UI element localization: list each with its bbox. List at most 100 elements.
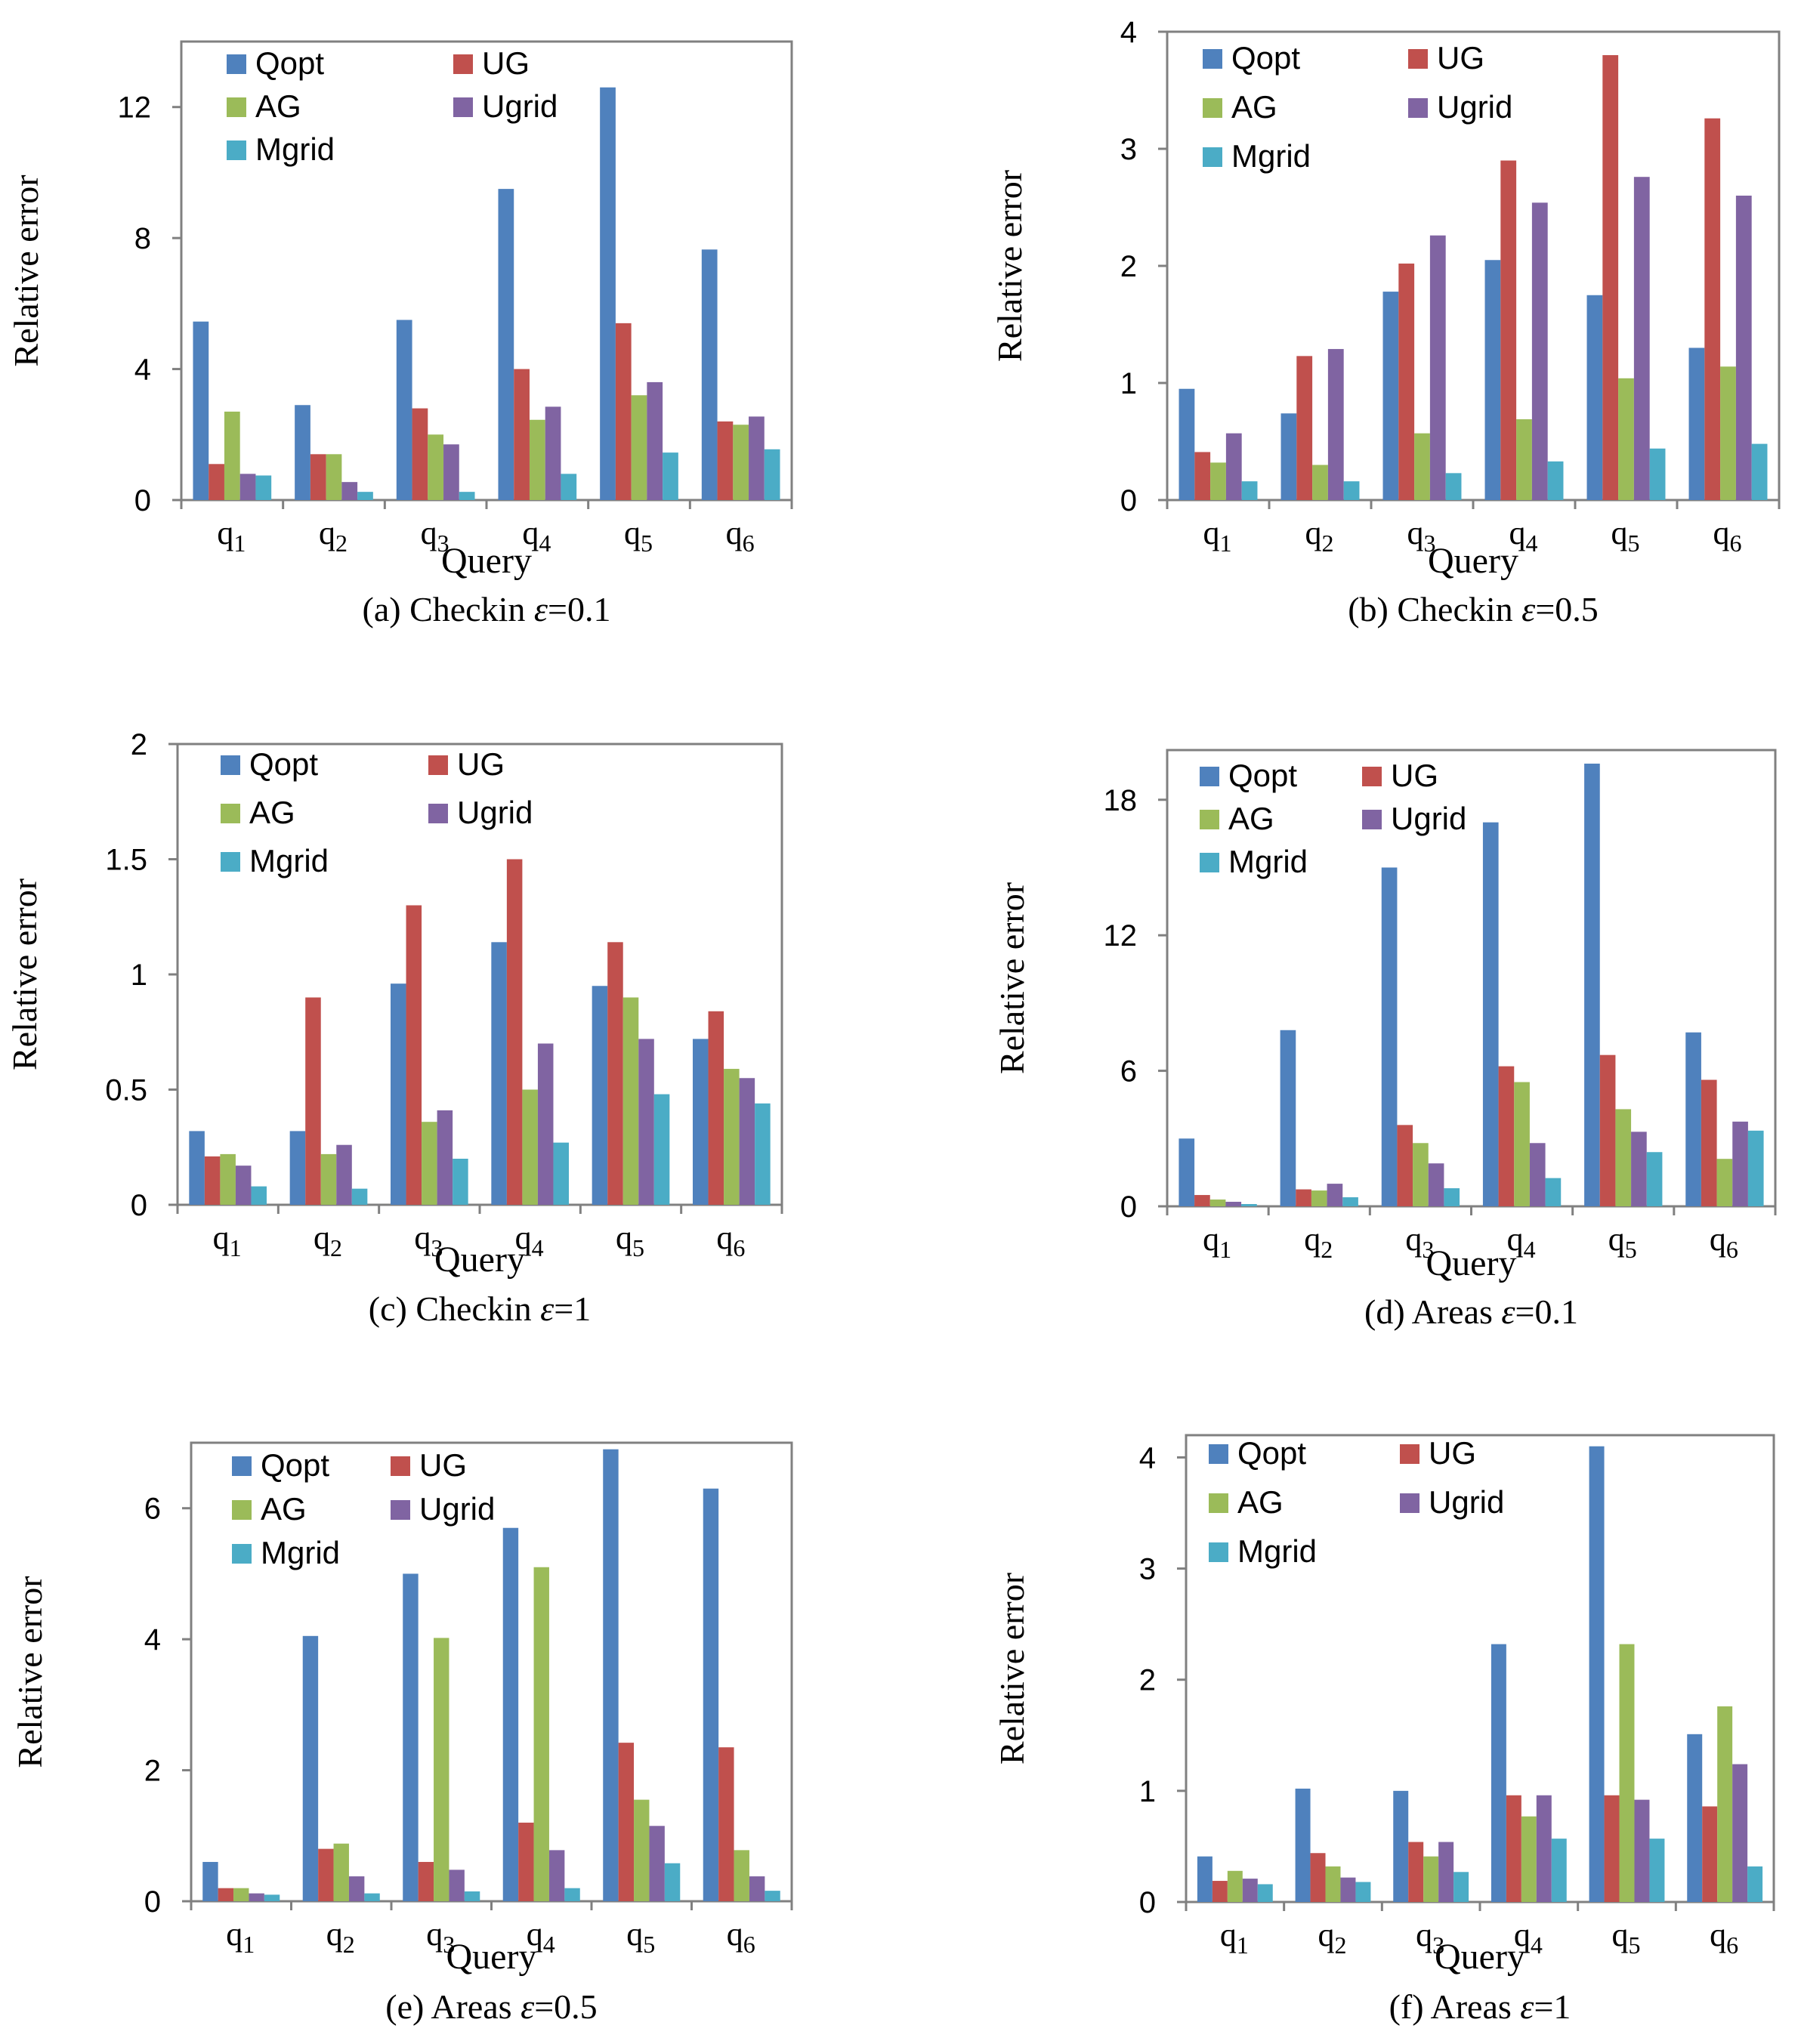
bar-mgrid-q4 — [1551, 1839, 1567, 1902]
bar-ag-q4 — [1521, 1816, 1537, 1902]
bar-qopt-q6 — [1687, 1734, 1703, 1902]
y-tick-label: 8 — [134, 222, 151, 255]
bar-ug-q6 — [708, 1011, 724, 1205]
y-tick-label: 6 — [144, 1493, 161, 1526]
y-axis-title: Relative error — [5, 878, 44, 1070]
legend: Qopt UG AG Ugrid Mgrid — [232, 1447, 495, 1570]
legend-label-qopt: Qopt — [1231, 40, 1300, 76]
x-axis-title: Query — [1428, 541, 1518, 581]
bar-mgrid-q6 — [765, 1891, 780, 1901]
x-tick-label: q5 — [1608, 1221, 1637, 1263]
bar-mgrid-q5 — [1646, 1152, 1663, 1206]
chart-panel-1: 0 4 8 12 q1 q2 q3 q4 q5 q6 Query Relative error (a) … — [7, 40, 793, 628]
bar-ugrid-q5 — [1633, 177, 1650, 500]
x-tick-label: q5 — [616, 1219, 644, 1261]
bar-ug-q1 — [218, 1888, 234, 1901]
bar-ugrid-q2 — [1327, 349, 1344, 500]
panel-caption: (f) Areas ε=1 — [1389, 1987, 1571, 2026]
legend-label-qopt: Qopt — [1228, 758, 1297, 793]
panel-caption: (e) Areas ε=0.5 — [385, 1987, 597, 2026]
bar-qopt-q6 — [1688, 347, 1705, 500]
bar-ag-q1 — [220, 1153, 236, 1205]
bar-ug-q1 — [1194, 1195, 1210, 1206]
x-tick-label: q6 — [716, 1219, 745, 1261]
y-tick-label: 1.5 — [105, 844, 147, 877]
bar-ug-q2 — [310, 454, 326, 500]
bar-mgrid-q4 — [553, 1142, 569, 1205]
bar-ug-q6 — [1701, 1079, 1717, 1206]
legend-label-qopt: Qopt — [1237, 1435, 1306, 1471]
bar-mgrid-q1 — [1241, 481, 1258, 500]
bar-ag-q5 — [622, 997, 639, 1205]
bar-ug-q3 — [1397, 1125, 1413, 1206]
bar-ug-q4 — [1498, 1066, 1515, 1206]
bar-ug-q3 — [418, 1861, 434, 1901]
bar-ugrid-q2 — [348, 1876, 365, 1901]
bar-ugrid-q4 — [1529, 1143, 1546, 1206]
bar-ag-q5 — [1618, 378, 1634, 500]
bar-mgrid-q5 — [1649, 1839, 1665, 1902]
legend-label-qopt: Qopt — [249, 746, 318, 782]
x-tick-label: q2 — [314, 1219, 342, 1261]
x-tick-label: q2 — [1305, 514, 1334, 557]
legend-swatch-mgrid — [1209, 1542, 1228, 1562]
legend-label-ug: UG — [482, 45, 530, 81]
y-axis-title: Relative error — [990, 170, 1029, 362]
bar-ug-q2 — [305, 997, 321, 1205]
bar-mgrid-q2 — [357, 492, 373, 500]
legend-label-ugrid: Ugrid — [1437, 89, 1512, 125]
bar-qopt-q3 — [1393, 1790, 1409, 1902]
y-tick-label: 3 — [1120, 133, 1137, 166]
bar-ag-q2 — [326, 454, 342, 500]
bar-qopt-q1 — [193, 321, 209, 500]
bar-ugrid-q4 — [537, 1043, 554, 1205]
bar-qopt-q2 — [302, 1635, 319, 1901]
legend-swatch-ug — [428, 755, 448, 775]
y-tick-label: 1 — [1120, 367, 1137, 400]
x-tick-label: q3 — [1416, 1916, 1444, 1959]
bar-mgrid-q5 — [1649, 448, 1666, 500]
y-tick-label: 4 — [1120, 16, 1137, 49]
bar-ugrid-q4 — [548, 1850, 565, 1901]
chart-panel-4: 0 6 12 18 q1 q2 q3 q4 q5 q6 Query Relative error (d)… — [993, 749, 1777, 1331]
bar-ugrid-q5 — [1631, 1132, 1647, 1206]
x-tick-label: q3 — [1407, 514, 1436, 557]
y-tick-label: 1 — [131, 959, 147, 992]
panel-caption: (b) Checkin ε=0.5 — [1348, 590, 1599, 628]
y-tick-label: 4 — [144, 1623, 161, 1657]
bar-mgrid-q1 — [264, 1894, 280, 1901]
bar-ug-q3 — [406, 905, 422, 1205]
x-tick-label: q1 — [226, 1916, 255, 1958]
x-tick-label: q1 — [1203, 514, 1232, 557]
bar-mgrid-q3 — [453, 1159, 468, 1205]
x-tick-label: q4 — [1509, 514, 1538, 557]
bar-ug-q6 — [717, 421, 734, 500]
bar-ugrid-q2 — [1340, 1877, 1356, 1902]
bar-ug-q1 — [209, 464, 224, 500]
bar-qopt-q3 — [1381, 867, 1398, 1206]
bar-ug-q5 — [607, 942, 623, 1205]
bar-ag-q2 — [320, 1153, 337, 1205]
bar-ag-q5 — [1615, 1109, 1632, 1206]
legend-swatch-ag — [1209, 1493, 1228, 1513]
bar-ugrid-q3 — [443, 444, 459, 500]
y-tick-label: 12 — [1104, 919, 1138, 953]
bar-ag-q4 — [1514, 1082, 1530, 1206]
legend: Qopt UG AG Ugrid Mgrid — [1203, 40, 1512, 174]
bar-qopt-q3 — [1382, 292, 1399, 500]
bar-ug-q5 — [1599, 1054, 1616, 1206]
bar-qopt-q6 — [703, 1488, 719, 1901]
legend-label-mgrid: Mgrid — [1228, 844, 1308, 879]
legend-swatch-mgrid — [232, 1544, 252, 1564]
bar-mgrid-q3 — [459, 492, 475, 500]
x-tick-label: q6 — [1710, 1221, 1738, 1263]
y-tick-label: 0.5 — [105, 1074, 147, 1107]
x-tick-label: q2 — [1304, 1221, 1333, 1263]
bar-ag-q6 — [1717, 1706, 1733, 1902]
legend-label-mgrid: Mgrid — [255, 131, 335, 167]
legend-swatch-mgrid — [227, 140, 246, 160]
legend-swatch-ugrid — [1408, 98, 1428, 118]
legend-swatch-ag — [1203, 98, 1222, 118]
bar-ag-q6 — [734, 1850, 749, 1901]
